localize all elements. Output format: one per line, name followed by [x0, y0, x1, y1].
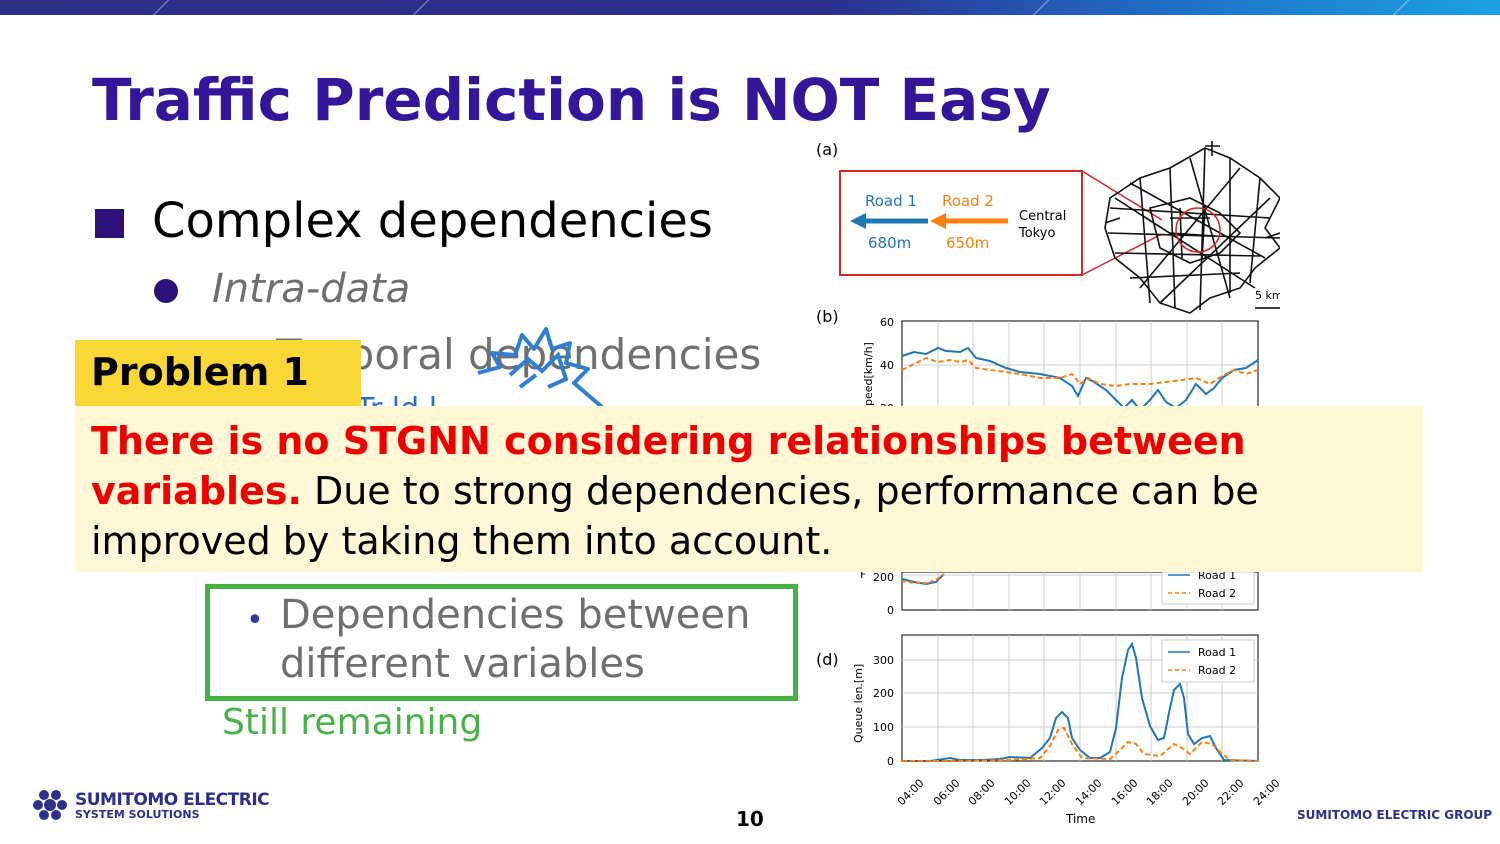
traffic-figure: (a) Road 1 Road 2 680m 650m Central Toky… — [816, 140, 1280, 826]
x-tick: 10:00 — [1002, 777, 1034, 809]
banner-stripe — [1392, 0, 1410, 15]
slide-title: Traffic Prediction is NOT Easy — [92, 66, 1051, 134]
x-tick: 12:00 — [1037, 777, 1069, 809]
banner-stripe — [152, 0, 170, 15]
company-logo: SUMITOMO ELECTRIC SYSTEM SOLUTIONS — [30, 788, 270, 826]
x-axis-label: Time — [1065, 812, 1095, 826]
speed-ylabel: Speed[km/h] — [862, 342, 875, 413]
speed-tick: 60 — [880, 316, 894, 329]
queue-legend-road1: Road 1 — [1198, 646, 1236, 659]
square-bullet-icon — [95, 209, 124, 238]
round-bullet-icon — [154, 279, 178, 303]
panel-b-label: (b) — [816, 307, 839, 326]
queue-legend — [1161, 639, 1255, 683]
still-remaining-label: Still remaining — [222, 702, 483, 743]
problem-explanation: Due to strong dependencies, performance … — [91, 469, 1259, 563]
logo-main-text: SUMITOMO ELECTRIC — [75, 790, 270, 810]
x-tick: 16:00 — [1109, 777, 1141, 809]
queue-tick: 200 — [873, 687, 894, 700]
small-bullet-icon: • — [246, 603, 264, 638]
flow-ylabel-fragment: F — [860, 568, 866, 581]
road1-length: 680m — [868, 234, 911, 252]
queue-legend-road2: Road 2 — [1198, 664, 1236, 677]
tokyo-label: Tokyo — [1018, 226, 1055, 241]
x-tick: 24:00 — [1251, 777, 1280, 809]
queue-road2-line — [902, 726, 1259, 762]
problem-label-box: Problem 1 — [75, 340, 361, 407]
flow-legend-road2: Road 2 — [1198, 587, 1236, 600]
queue-tick: 0 — [887, 755, 894, 768]
x-tick: 08:00 — [966, 777, 998, 809]
tokyo-road-map — [1104, 141, 1280, 314]
x-tick: 04:00 — [895, 777, 927, 809]
flow-plot-remnant: 200 0 F Road 1 Road 2 — [860, 568, 1259, 617]
speed-tick: 40 — [880, 359, 894, 372]
group-footer: SUMITOMO ELECTRIC GROUP — [1297, 808, 1493, 822]
speed-road1-line — [901, 346, 1259, 412]
road1-label: Road 1 — [865, 192, 917, 210]
problem-text: There is no STGNN considering relationsh… — [91, 416, 1411, 566]
queue-ylabel: Queue len.[m] — [852, 664, 865, 743]
problem-callout: There is no STGNN considering relationsh… — [75, 406, 1423, 572]
x-tick: 14:00 — [1073, 777, 1105, 809]
banner-stripe — [412, 0, 430, 15]
road2-label: Road 2 — [942, 192, 994, 210]
burst-stamp-icon — [477, 327, 604, 409]
x-tick: 06:00 — [931, 777, 963, 809]
panel-d-label: (d) — [816, 650, 839, 669]
banner-stripe — [1032, 0, 1050, 15]
problem-label: Problem 1 — [91, 350, 309, 394]
flow-legend-road1: Road 1 — [1198, 569, 1236, 582]
flow-tick: 200 — [873, 571, 894, 584]
x-axis-ticks: 04:00 06:00 08:00 10:00 12:00 14:00 16:0… — [895, 777, 1280, 809]
road2-length: 650m — [946, 234, 989, 252]
x-tick: 20:00 — [1180, 777, 1212, 809]
speed-road2-line — [901, 356, 1259, 388]
panel-a-label: (a) — [816, 140, 838, 159]
queue-tick: 100 — [873, 721, 894, 734]
flow-tick: 0 — [887, 604, 894, 617]
page-number: 10 — [736, 807, 764, 831]
bullet-temporal-dependencies: Tporal dependencies — [276, 330, 761, 379]
queue-tick: 300 — [873, 654, 894, 667]
top-banner — [0, 0, 1500, 15]
x-tick: 22:00 — [1215, 777, 1247, 809]
problem-statement: There is no STGNN considering relationsh… — [91, 419, 1246, 513]
bullet-complex-dependencies: Complex dependencies — [152, 193, 713, 249]
x-tick: 18:00 — [1144, 777, 1176, 809]
speed-grid — [902, 321, 1258, 411]
dependencies-between-variables: Dependencies between different variables — [280, 592, 751, 687]
remaining-dependency-box: • Dependencies between different variabl… — [205, 584, 798, 701]
queue-road1-line — [902, 641, 1259, 762]
temporal-fragment-right: poral dependencies — [347, 330, 762, 379]
scale-label: 5 km — [1255, 289, 1280, 302]
bullet-intra-data: Intra-data — [212, 266, 411, 312]
logo-sub-text: SYSTEM SOLUTIONS — [75, 808, 200, 821]
logo-mark-icon — [33, 790, 67, 820]
central-label: Central — [1019, 209, 1066, 224]
